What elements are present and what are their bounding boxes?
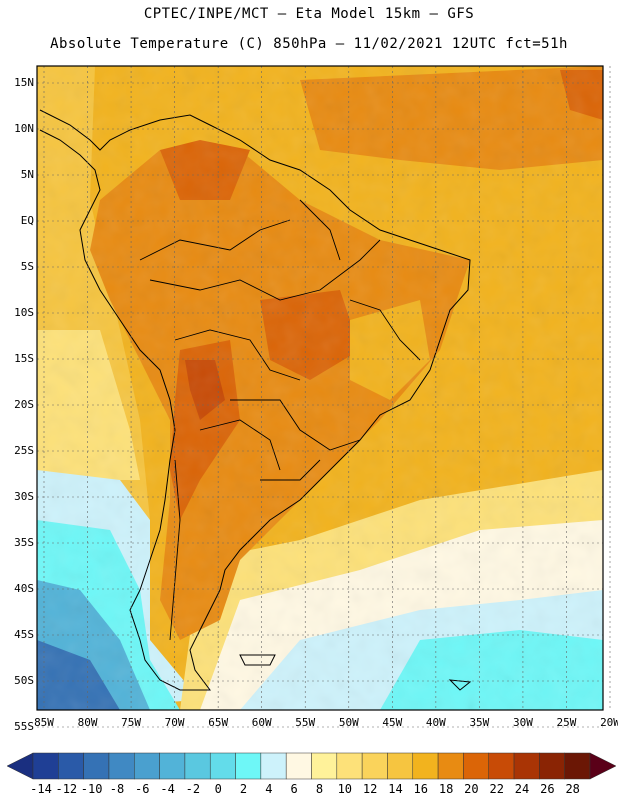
colorbar-swatch [235, 752, 262, 780]
lat-tick-label: 45S [14, 628, 34, 641]
lat-tick-label: 30S [14, 490, 34, 503]
temperature-field [37, 66, 603, 710]
lon-tick-label: 25W [556, 716, 577, 729]
coastline [39, 109, 472, 691]
colorbar-tick-label: 2 [239, 782, 248, 796]
colorbar-swatch [58, 752, 84, 780]
colorbar-swatch [564, 752, 591, 780]
colorbar [6, 752, 617, 780]
lat-tick-label: 35S [14, 536, 34, 549]
colorbar-swatch [539, 752, 565, 780]
lon-tick-label: 80W [77, 716, 98, 729]
colorbar-swatch [108, 752, 135, 780]
colorbar-swatch [336, 752, 363, 780]
colorbar-swatch [285, 752, 312, 780]
lat-tick-label: 5N [20, 168, 34, 181]
colorbar-tick-label: -12 [55, 782, 78, 796]
colorbar-swatch [209, 752, 236, 780]
colorbar-swatch [83, 752, 110, 780]
chart-subtitle: Absolute Temperature (C) 850hPa – 11/02/… [50, 36, 568, 52]
map-frame [36, 65, 604, 711]
colorbar-tick-label: 26 [540, 782, 555, 796]
lat-tick-label: 10N [14, 122, 34, 135]
colorbar-swatch [311, 752, 338, 780]
colorbar-tick-label: 18 [438, 782, 454, 796]
colorbar-tick-label: 14 [388, 782, 403, 796]
lon-tick-label: 60W [251, 716, 272, 729]
colorbar-swatch [159, 752, 186, 780]
lat-tick-label: 50S [14, 674, 34, 687]
lon-tick-label: 35W [469, 716, 490, 729]
lon-tick-label: 65W [208, 716, 229, 729]
colorbar-swatch [387, 752, 414, 780]
colorbar-tick-label: 12 [362, 782, 378, 796]
colorbar-swatch [134, 752, 160, 780]
colorbar-tick-label: -4 [160, 782, 175, 796]
lon-tick-label: 85W [34, 716, 54, 729]
colorbar-tick-label: 28 [565, 782, 580, 796]
lat-tick-label: 5S [20, 260, 34, 273]
colorbar-swatch [513, 752, 540, 780]
lat-tick-label: 25S [14, 444, 34, 457]
colorbar-tick-label: 10 [337, 782, 353, 796]
colorbar-tick-label: 16 [413, 782, 428, 796]
lat-tick-label: 15S [14, 352, 34, 365]
lat-tick-label: 10S [14, 306, 34, 319]
colorbar-tick-label: 22 [489, 782, 504, 796]
colorbar-tick-label: -2 [185, 782, 201, 796]
lat-tick-label: 15N [14, 76, 34, 89]
lat-tick-label: EQ [20, 214, 34, 227]
colorbar-swatch [361, 752, 388, 780]
colorbar-swatch [463, 752, 489, 780]
lon-tick-label: 55W [295, 716, 316, 729]
colorbar-tick-label: -14 [30, 782, 52, 796]
lon-tick-label: 40W [425, 716, 446, 729]
lon-tick-label: 20W [600, 716, 618, 729]
colorbar-tick-label: 6 [290, 782, 298, 796]
lat-tick-label: 20S [14, 398, 34, 411]
colorbar-tick-label: 0 [214, 782, 222, 796]
lat-tick-label: 55S [14, 720, 34, 733]
colorbar-over-arrow [589, 752, 617, 780]
colorbar-swatch [32, 752, 59, 780]
colorbar-under-arrow [6, 752, 34, 780]
chart-title: CPTEC/INPE/MCT – Eta Model 15km – GFS [143, 6, 475, 22]
lon-tick-label: 70W [164, 716, 185, 729]
colorbar-swatch [260, 752, 287, 780]
lon-tick-label: 50W [338, 716, 359, 729]
colorbar-swatch [437, 752, 464, 780]
country-borders [139, 199, 421, 641]
colorbar-swatch [184, 752, 211, 780]
colorbar-tick-label: -6 [135, 782, 150, 796]
gridlines [37, 66, 611, 728]
colorbar-tick-label: 4 [265, 782, 273, 796]
colorbar-tick-label: 20 [464, 782, 479, 796]
lon-tick-label: 75W [121, 716, 141, 729]
colorbar-tick-label: 8 [315, 782, 324, 796]
lat-tick-label: 40S [14, 582, 34, 595]
colorbar-swatch [412, 752, 439, 780]
colorbar-tick-label: -8 [109, 782, 125, 796]
lon-tick-label: 45W [382, 716, 403, 729]
colorbar-swatch [488, 752, 515, 780]
colorbar-tick-label: 24 [514, 782, 530, 796]
lon-tick-label: 30W [512, 716, 533, 729]
colorbar-tick-label: -10 [80, 782, 103, 796]
